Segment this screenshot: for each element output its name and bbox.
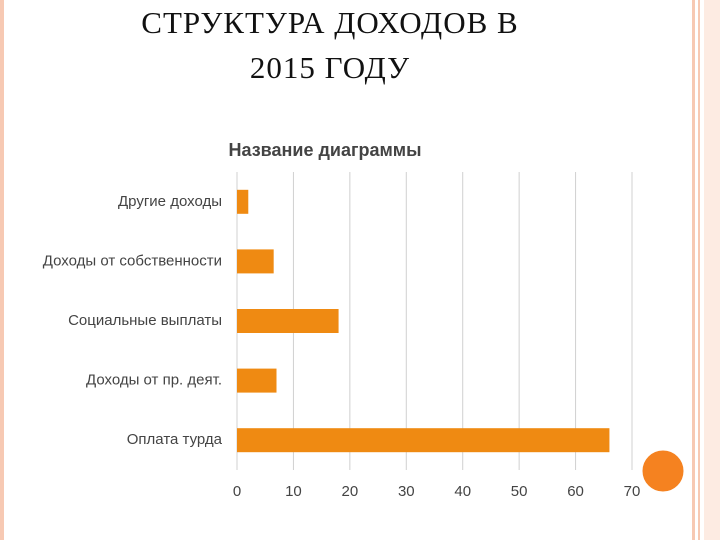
slide-title: 2015 ГОДУ [250, 50, 410, 85]
x-tick-label: 60 [567, 483, 584, 500]
bar [237, 309, 339, 333]
x-tick-label: 0 [233, 483, 241, 500]
bar [237, 249, 274, 274]
y-tick-label: Доходы от пр. деят. [86, 372, 222, 389]
y-tick-label: Социальные выплаты [68, 312, 222, 329]
y-tick-label: Другие доходы [118, 193, 222, 210]
right-border [698, 0, 700, 540]
left-border [0, 0, 4, 540]
chart-title: Название диаграммы [229, 140, 422, 160]
bar [237, 428, 610, 453]
x-tick-label: 30 [398, 483, 415, 500]
y-tick-label: Доходы от собственности [43, 252, 222, 269]
y-tick-label: Оплата турда [127, 431, 223, 448]
x-tick-label: 70 [624, 483, 641, 500]
bar [237, 189, 249, 214]
right-border [692, 0, 695, 540]
decor-circle [639, 447, 687, 495]
slide-title: СТРУКТУРА ДОХОДОВ В [141, 5, 518, 40]
x-tick-label: 40 [454, 483, 471, 500]
x-tick-label: 50 [511, 483, 528, 500]
x-tick-label: 20 [342, 483, 359, 500]
right-border [704, 0, 720, 540]
bar [237, 368, 277, 393]
x-tick-label: 10 [285, 483, 302, 500]
